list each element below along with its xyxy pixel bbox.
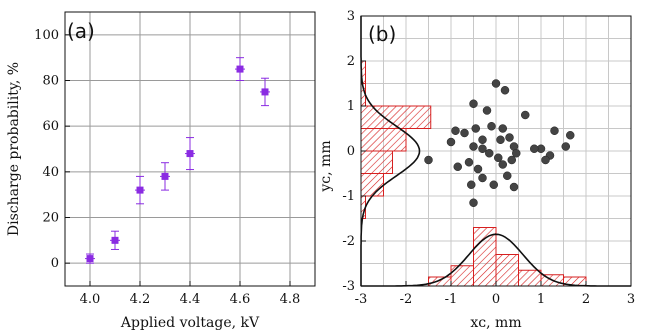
data-point xyxy=(550,126,559,135)
data-point xyxy=(86,255,94,263)
histogram-bar-y xyxy=(360,150,393,174)
y-tick-label: 3 xyxy=(347,9,355,24)
data-point xyxy=(136,186,144,194)
data-point xyxy=(494,153,503,162)
ticks-b: -3 -2 -1 0 1 2 3 -3 -2 -1 0 1 2 3 xyxy=(342,9,635,307)
data-point xyxy=(478,135,487,144)
x-tick-label: 4.8 xyxy=(280,292,301,307)
data-point xyxy=(471,124,480,133)
y-tick-label: 1 xyxy=(347,99,355,114)
data-point xyxy=(446,137,456,147)
ticks-a: 4.0 4.2 4.4 4.6 4.8 0 20 40 60 80 100 xyxy=(34,28,300,307)
y-tick-label: 0 xyxy=(347,144,355,159)
data-point xyxy=(541,155,550,165)
x-tick-label: 0 xyxy=(492,292,500,307)
data-point xyxy=(512,149,521,158)
y-tick-label: 100 xyxy=(34,28,59,43)
data-point xyxy=(161,172,169,180)
data-point xyxy=(507,155,516,165)
histogram-bar-x xyxy=(473,227,497,287)
x-tick-label: 1 xyxy=(537,292,545,307)
error-bars-a xyxy=(85,57,270,264)
x-tick-label: 4.2 xyxy=(130,292,151,307)
y-tick-label: 20 xyxy=(42,211,59,226)
y-axis-label-b: yᴄ, mm xyxy=(318,140,334,192)
data-point xyxy=(261,88,269,96)
data-point xyxy=(566,131,575,140)
data-point xyxy=(469,99,478,108)
data-point xyxy=(489,180,498,189)
grid-a xyxy=(65,12,315,286)
histogram-bar-y xyxy=(360,128,407,152)
y-tick-label: 40 xyxy=(42,165,59,180)
data-point xyxy=(496,135,505,144)
data-point xyxy=(521,110,530,120)
data-points-a xyxy=(86,65,269,263)
x-axis-label-a: Applied voltage, kV xyxy=(120,315,260,331)
data-point xyxy=(505,133,514,142)
data-point xyxy=(469,198,478,207)
data-point xyxy=(487,122,496,131)
histogram-bar-x xyxy=(450,265,474,287)
y-tick-label: -1 xyxy=(342,189,355,204)
x-tick-label: -1 xyxy=(445,292,458,307)
data-point xyxy=(503,171,512,180)
data-point xyxy=(460,128,469,138)
y-tick-label: -3 xyxy=(342,279,355,294)
x-tick-label: 4.0 xyxy=(80,292,101,307)
y-tick-label: 60 xyxy=(42,119,59,134)
data-point xyxy=(491,79,501,88)
data-points-b xyxy=(424,79,575,207)
y-axis-label-a: Discharge probability, % xyxy=(6,62,22,236)
data-point xyxy=(498,160,507,169)
panel-label-a: (a) xyxy=(67,19,95,43)
histograms-b xyxy=(360,60,587,287)
panel-a: 4.0 4.2 4.4 4.6 4.8 0 20 40 60 80 100 (a) Applied … xyxy=(6,11,316,331)
data-point xyxy=(464,158,474,167)
panel-b: -3 -2 -1 0 1 2 3 -3 -2 -1 0 1 2 3 (b) xᴄ, mm yᴄ, mm xyxy=(318,9,635,331)
data-point xyxy=(478,144,487,153)
data-point xyxy=(469,142,478,151)
data-point xyxy=(424,155,433,165)
panel-label-b: (b) xyxy=(368,22,396,46)
data-point xyxy=(561,142,570,151)
x-axis-label-b: xᴄ, mm xyxy=(470,315,521,331)
histogram-bar-y xyxy=(360,173,384,197)
y-tick-label: 0 xyxy=(51,256,59,271)
y-tick-label: 2 xyxy=(347,54,355,69)
y-tick-label: 80 xyxy=(42,74,59,89)
x-tick-label: -3 xyxy=(355,292,368,307)
data-point xyxy=(453,162,462,171)
data-point xyxy=(451,126,460,135)
y-tick-label: -2 xyxy=(342,234,355,249)
data-point xyxy=(530,144,539,153)
data-point xyxy=(473,164,483,174)
x-tick-label: 4.6 xyxy=(230,292,251,307)
data-point xyxy=(500,86,510,95)
data-point xyxy=(478,173,487,183)
data-point xyxy=(509,182,519,192)
x-tick-label: 3 xyxy=(627,292,635,307)
data-point xyxy=(482,106,492,115)
data-point xyxy=(485,149,494,158)
histogram-bar-x xyxy=(495,254,519,287)
data-point xyxy=(467,180,476,189)
data-point xyxy=(111,236,119,244)
x-tick-label: -2 xyxy=(400,292,413,307)
histogram-bar-x xyxy=(518,269,542,287)
x-tick-label: 4.4 xyxy=(180,292,201,307)
data-point xyxy=(186,150,194,158)
histogram-bar-x xyxy=(428,276,452,287)
data-point xyxy=(236,65,244,73)
x-tick-label: 2 xyxy=(582,292,590,307)
data-point xyxy=(498,124,507,133)
